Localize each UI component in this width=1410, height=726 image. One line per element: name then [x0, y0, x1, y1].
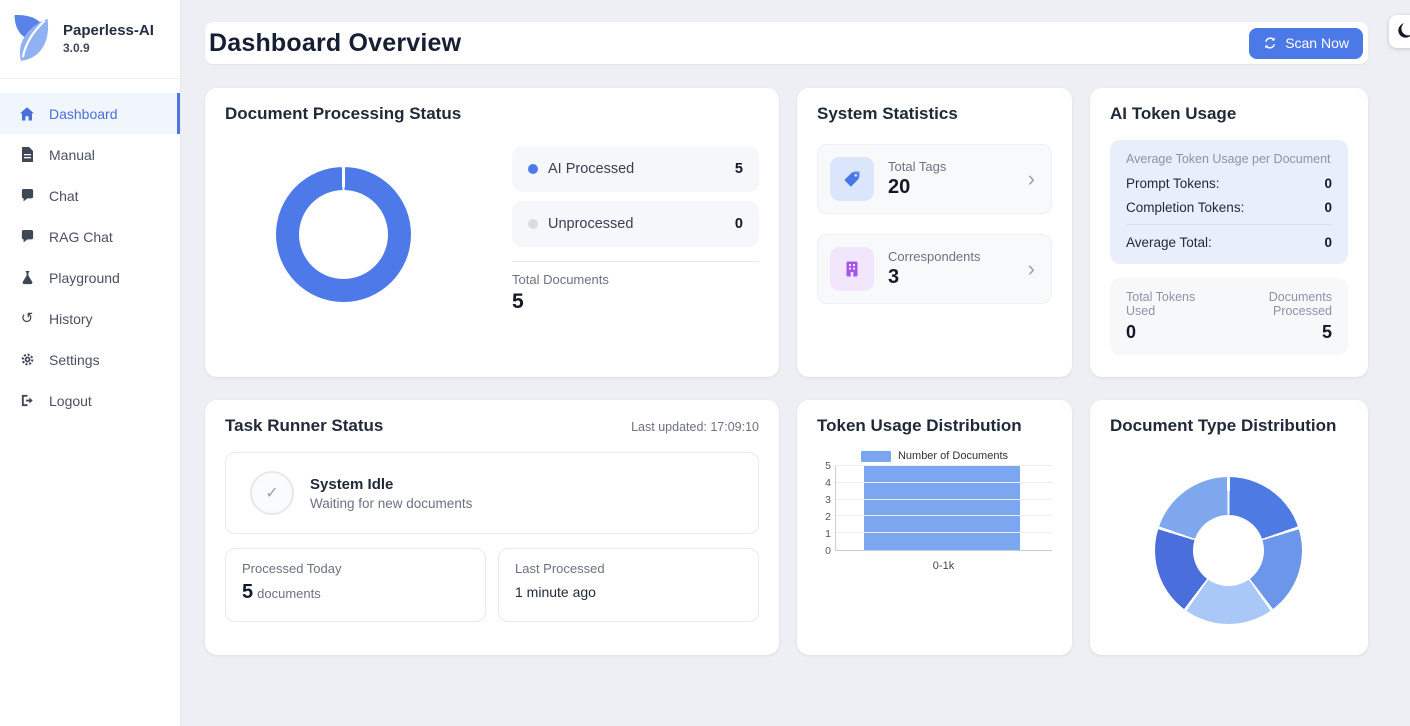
legend-dot — [528, 164, 538, 174]
completion-tokens-row: Completion Tokens: 0 — [1126, 200, 1332, 215]
legend-swatch — [860, 450, 891, 462]
processing-legend: AI Processed 5 Unprocessed 0 Total Docum… — [512, 146, 759, 314]
document-type-distribution-card: Document Type Distribution — [1090, 400, 1368, 655]
chevron-right-icon[interactable]: › — [1027, 256, 1035, 281]
sidebar-item-manual[interactable]: Manual — [0, 134, 180, 175]
card-title: Document Processing Status — [225, 104, 462, 123]
page-header: Dashboard Overview Scan Now — [205, 22, 1368, 64]
doc-type-donut-chart — [1155, 477, 1302, 624]
moon-icon — [1396, 22, 1410, 41]
scan-now-button[interactable]: Scan Now — [1249, 27, 1363, 59]
processed-today-box: Processed Today 5 documents — [225, 548, 486, 622]
sidebar-item-logout[interactable]: Logout — [0, 380, 180, 421]
sidebar: Paperless-AI 3.0.9 Dashboard Manual — [0, 0, 181, 726]
check-icon: ✓ — [250, 471, 294, 515]
sidebar-item-settings[interactable]: Settings — [0, 339, 180, 380]
chat-icon — [18, 188, 36, 203]
legend-row-ai-processed: AI Processed 5 — [512, 146, 759, 192]
document-icon — [18, 147, 36, 162]
chat-icon — [18, 229, 36, 244]
bar-plot-area — [835, 465, 1052, 551]
token-totals-box: Total Tokens Used 0 Documents Processed … — [1110, 278, 1348, 355]
legend-row-unprocessed: Unprocessed 0 — [512, 201, 759, 247]
status-subtitle: Waiting for new documents — [310, 495, 473, 511]
bar-chart-legend: Number of Documents — [817, 450, 1052, 462]
avg-usage-header: Average Token Usage per Document — [1126, 152, 1331, 166]
sidebar-item-label: Logout — [49, 392, 92, 409]
x-axis-label: 0-1k — [932, 560, 955, 572]
system-status-box: ✓ System Idle Waiting for new documents — [225, 452, 759, 534]
sidebar-item-dashboard[interactable]: Dashboard — [0, 93, 180, 134]
sidebar-item-label: Manual — [49, 146, 95, 163]
leaf-shield-icon — [10, 12, 54, 64]
card-title: AI Token Usage — [1110, 104, 1237, 123]
sidebar-item-label: Settings — [49, 351, 100, 368]
home-icon — [18, 106, 36, 122]
refresh-icon — [1263, 36, 1277, 50]
gear-icon — [18, 352, 36, 367]
prompt-tokens-row: Prompt Tokens: 0 — [1126, 176, 1332, 191]
card-title: System Statistics — [817, 104, 958, 123]
average-token-usage-box: Average Token Usage per Document Prompt … — [1110, 140, 1348, 264]
sidebar-item-chat[interactable]: Chat — [0, 175, 180, 216]
ai-token-usage-card: AI Token Usage Average Token Usage per D… — [1090, 88, 1368, 377]
documents-processed: Documents Processed 5 — [1268, 290, 1332, 342]
building-icon — [830, 247, 874, 291]
correspondents-row[interactable]: Correspondents 3 › — [817, 234, 1052, 304]
theme-toggle-button[interactable] — [1389, 15, 1410, 48]
token-usage-distribution-card: Token Usage Distribution Number of Docum… — [797, 400, 1072, 655]
sidebar-item-label: Playground — [49, 269, 120, 286]
tag-icon — [830, 157, 874, 201]
average-total-row: Average Total: 0 — [1126, 235, 1332, 250]
brand-version: 3.0.9 — [63, 40, 90, 55]
sidebar-item-label: History — [49, 310, 93, 327]
sidebar-item-rag-chat[interactable]: RAG Chat — [0, 216, 180, 257]
total-tokens-used: Total Tokens Used 0 — [1126, 290, 1196, 342]
processing-donut-chart — [276, 167, 411, 302]
bar-0-1k — [864, 466, 1020, 550]
total-documents-label: Total Documents — [512, 272, 609, 287]
flask-icon — [18, 270, 36, 285]
sidebar-item-label: Chat — [49, 187, 79, 204]
last-processed-box: Last Processed 1 minute ago — [498, 548, 759, 622]
sidebar-nav: Dashboard Manual Chat RAG Chat — [0, 79, 180, 421]
total-documents-value: 5 — [512, 290, 524, 313]
history-icon: ↺ — [20, 310, 34, 327]
sidebar-item-label: Dashboard — [49, 105, 118, 122]
total-tags-row[interactable]: Total Tags 20 › — [817, 144, 1052, 214]
sidebar-item-playground[interactable]: Playground — [0, 257, 180, 298]
sidebar-item-label: RAG Chat — [49, 228, 113, 245]
brand: Paperless-AI 3.0.9 — [0, 0, 180, 79]
page-title: Dashboard Overview — [209, 28, 462, 57]
card-title: Document Type Distribution — [1110, 416, 1337, 435]
sidebar-item-history[interactable]: ↺ History — [0, 298, 180, 339]
main-content: Dashboard Overview Scan Now Document Pro… — [181, 0, 1410, 726]
last-updated-text: Last updated: 17:09:10 — [631, 420, 759, 434]
system-statistics-card: System Statistics Total Tags 20 › Corres… — [797, 88, 1072, 377]
logout-icon — [18, 393, 36, 408]
chevron-right-icon[interactable]: › — [1027, 166, 1035, 191]
task-runner-status-card: Task Runner Status Last updated: 17:09:1… — [205, 400, 779, 655]
brand-name: Paperless-AI — [63, 21, 154, 39]
card-title: Task Runner Status — [225, 416, 384, 435]
document-processing-status-card: Document Processing Status AI Processed … — [205, 88, 779, 377]
status-title: System Idle — [310, 475, 394, 493]
legend-dot — [528, 219, 538, 229]
card-title: Token Usage Distribution — [817, 416, 1022, 435]
